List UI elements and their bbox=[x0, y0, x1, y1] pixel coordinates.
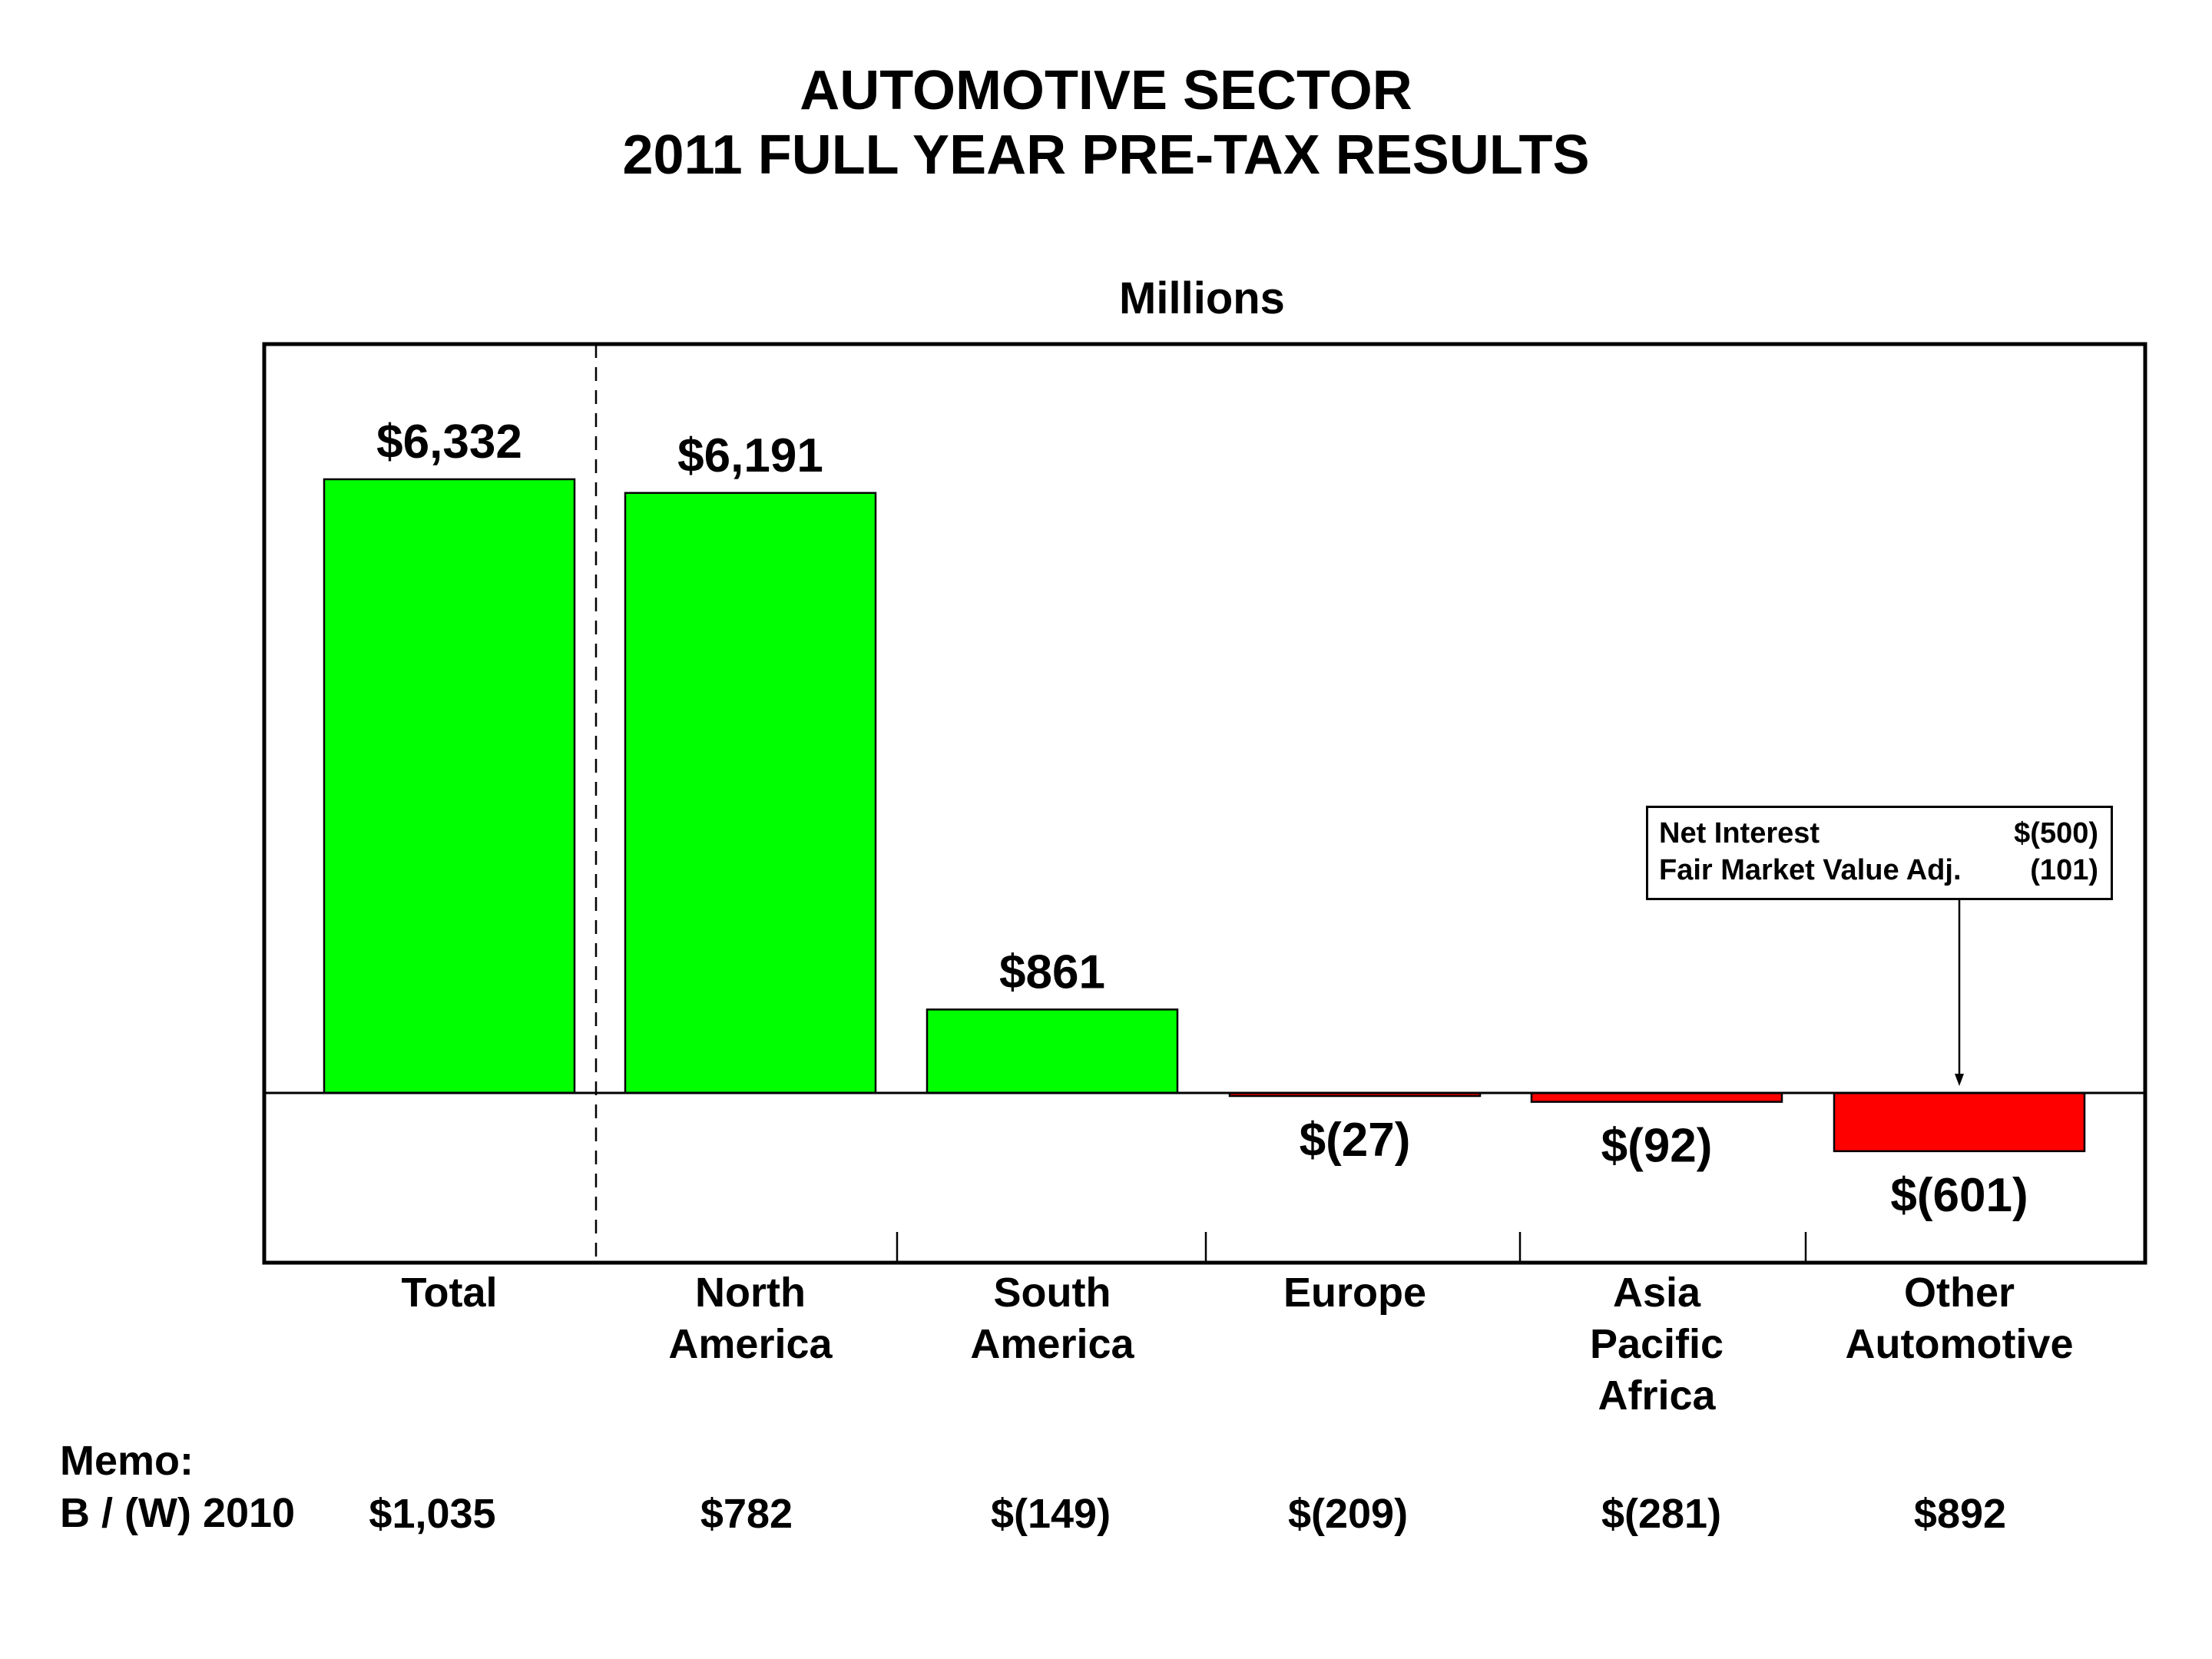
x-tick-label: South America bbox=[899, 1267, 1206, 1370]
x-tick-label: Total bbox=[296, 1267, 603, 1319]
annotation-value: (101) bbox=[2030, 854, 2098, 886]
x-tick-label-line: Asia bbox=[1612, 1270, 1701, 1316]
x-tick-label-line: North bbox=[695, 1270, 806, 1316]
x-tick-label: Europe bbox=[1201, 1267, 1508, 1319]
x-tick-label-line: Pacific bbox=[1589, 1321, 1724, 1367]
bar-other-automotive bbox=[1833, 1091, 2086, 1153]
x-tick-label-line: Other bbox=[1903, 1270, 2015, 1316]
data-label: $6,332 bbox=[376, 416, 522, 469]
data-label: $861 bbox=[999, 945, 1105, 998]
annotation-row: Net Interest $(500) bbox=[1659, 817, 2098, 853]
units-label: Millions bbox=[1119, 273, 1285, 323]
data-label: $(27) bbox=[1300, 1114, 1411, 1167]
annotation-label: Fair Market Value Adj. bbox=[1659, 854, 1962, 886]
memo-value: $1,035 bbox=[369, 1491, 496, 1537]
chart-title-line-2: 2011 FULL YEAR PRE-TAX RESULTS bbox=[622, 124, 1590, 186]
annotation-arrowhead bbox=[1955, 1074, 1964, 1086]
annotation-box: Net Interest $(500) Fair Market Value Ad… bbox=[1646, 806, 2113, 900]
annotation-row: Fair Market Value Adj. (101) bbox=[1659, 854, 2098, 889]
data-label: $(601) bbox=[1890, 1169, 2028, 1222]
x-tick-label: Other Automotive bbox=[1806, 1267, 2113, 1370]
memo-value: $(281) bbox=[1601, 1491, 1722, 1537]
plot-frame bbox=[262, 342, 2147, 1265]
data-label: $6,191 bbox=[677, 429, 823, 482]
x-tick-label-line: Automotive bbox=[1845, 1321, 2074, 1367]
bar-south-america bbox=[926, 1008, 1179, 1094]
memo-value: $(149) bbox=[990, 1491, 1111, 1537]
memo-row-label: B / (W) 2010 bbox=[60, 1490, 296, 1536]
memo-value: $782 bbox=[700, 1491, 793, 1537]
bar-total bbox=[323, 478, 576, 1094]
x-tick-label-line: America bbox=[668, 1321, 833, 1367]
x-tick-label-line: America bbox=[970, 1321, 1134, 1367]
x-tick-label-line: Africa bbox=[1598, 1373, 1716, 1419]
chart-title-line-1: AUTOMOTIVE SECTOR bbox=[800, 60, 1412, 121]
data-label: $(92) bbox=[1601, 1120, 1713, 1173]
x-tick-label-line: Europe bbox=[1283, 1270, 1427, 1316]
bar-north-america bbox=[624, 492, 877, 1094]
annotation-label: Net Interest bbox=[1659, 817, 1820, 849]
memo-heading: Memo: bbox=[60, 1438, 194, 1484]
annotation-value: $(500) bbox=[2014, 817, 2098, 849]
bar-asia-pacific-africa bbox=[1530, 1091, 1783, 1103]
x-tick-label-line: South bbox=[993, 1270, 1111, 1316]
x-tick-label: North America bbox=[597, 1267, 904, 1370]
x-tick-label-line: Total bbox=[401, 1270, 498, 1316]
x-tick-label: Asia Pacific Africa bbox=[1503, 1267, 1810, 1422]
memo-value: $892 bbox=[1913, 1491, 2007, 1537]
memo-value: $(209) bbox=[1287, 1491, 1409, 1537]
